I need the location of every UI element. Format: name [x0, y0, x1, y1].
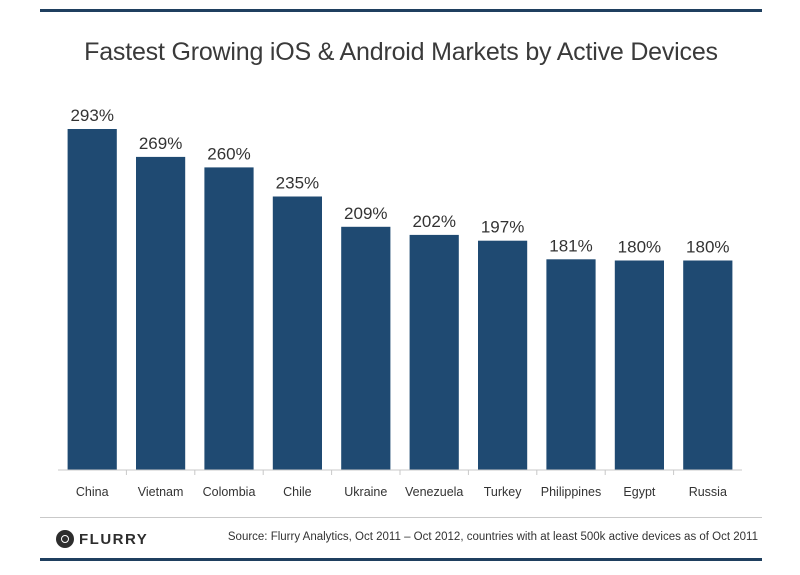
bar-turkey	[478, 240, 528, 470]
top-rule	[40, 9, 762, 12]
value-labels-layer: 293% 269% 260% 235% 209% 202% 197% 181% 180% 180%	[70, 106, 729, 257]
value-label-colombia: 260%	[207, 144, 250, 163]
value-label-china: 293%	[70, 106, 113, 125]
category-label-egypt: Egypt	[623, 485, 655, 499]
bar-chart: 293% 269% 260% 235% 209% 202% 197% 181% 180% 180%…	[58, 106, 742, 499]
value-label-vietnam: 269%	[139, 134, 182, 153]
flurry-logo-text: FLURRY	[79, 530, 149, 548]
bottom-rule	[40, 558, 762, 561]
value-label-turkey: 197%	[481, 218, 524, 237]
category-label-venezuela: Venezuela	[405, 485, 463, 499]
category-label-china: China	[76, 485, 109, 499]
value-label-russia: 180%	[686, 238, 729, 257]
bar-ukraine	[341, 226, 391, 470]
bar-chile	[272, 196, 322, 470]
category-label-ukraine: Ukraine	[344, 485, 387, 499]
category-label-philippines: Philippines	[541, 485, 601, 499]
bar-russia	[683, 260, 733, 470]
bar-philippines	[546, 259, 596, 470]
flurry-logo-icon	[56, 530, 74, 548]
source-note: Source: Flurry Analytics, Oct 2011 – Oct…	[227, 531, 758, 543]
bar-china	[67, 129, 117, 470]
x-axis-ticks	[125, 470, 675, 475]
bar-egypt	[614, 260, 664, 470]
value-label-venezuela: 202%	[412, 212, 455, 231]
bar-venezuela	[409, 234, 459, 470]
value-label-ukraine: 209%	[344, 204, 387, 223]
flurry-logo: FLURRY	[56, 528, 148, 550]
category-label-russia: Russia	[689, 485, 727, 499]
value-label-egypt: 180%	[618, 238, 661, 257]
footer-divider	[40, 517, 762, 518]
category-label-colombia: Colombia	[203, 485, 256, 499]
bars-layer	[67, 129, 733, 470]
category-label-turkey: Turkey	[484, 485, 522, 499]
chart-title: Fastest Growing iOS & Android Markets by…	[84, 38, 718, 66]
bar-vietnam	[136, 156, 186, 470]
category-label-vietnam: Vietnam	[138, 485, 184, 499]
category-label-chile: Chile	[283, 485, 312, 499]
bar-colombia	[204, 167, 254, 470]
value-label-chile: 235%	[276, 174, 319, 193]
value-label-philippines: 181%	[549, 236, 592, 255]
category-labels-layer: China Vietnam Colombia Chile Ukraine Venezuel…	[76, 485, 727, 499]
